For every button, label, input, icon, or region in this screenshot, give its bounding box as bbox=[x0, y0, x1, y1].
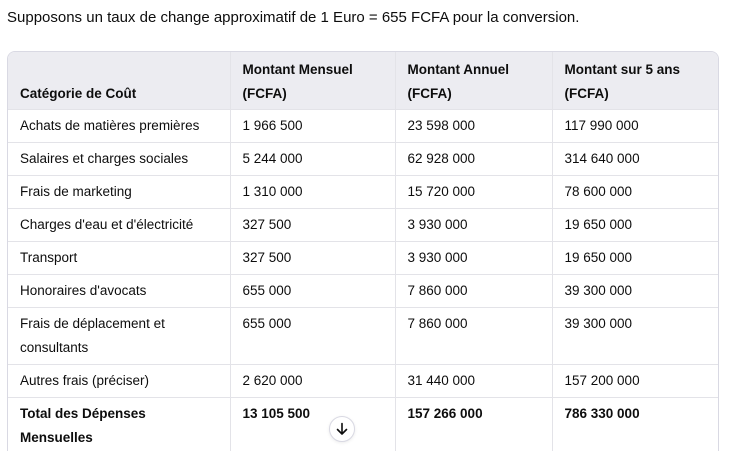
table-body: Achats de matières premières 1 966 500 2… bbox=[8, 109, 718, 451]
cell-five-years: 314 640 000 bbox=[552, 142, 718, 176]
cell-five-years: 19 650 000 bbox=[552, 241, 718, 275]
cell-monthly: 327 500 bbox=[230, 208, 396, 242]
cell-five-years: 157 200 000 bbox=[552, 364, 718, 398]
cell-category: Total des Dépenses Mensuelles bbox=[8, 397, 231, 451]
table-row-total: Total des Dépenses Mensuelles 13 105 500… bbox=[8, 397, 718, 451]
cell-annual: 31 440 000 bbox=[395, 364, 553, 398]
header-row: Catégorie de Coût Montant Mensuel (FCFA)… bbox=[8, 52, 718, 110]
cell-five-years: 117 990 000 bbox=[552, 109, 718, 143]
cell-category: Frais de déplacement et consultants bbox=[8, 307, 231, 365]
cell-monthly: 655 000 bbox=[230, 307, 396, 365]
cost-table: Catégorie de Coût Montant Mensuel (FCFA)… bbox=[8, 52, 718, 451]
cell-monthly: 2 620 000 bbox=[230, 364, 396, 398]
cell-category: Honoraires d'avocats bbox=[8, 274, 231, 308]
header-five-years-unit: (FCFA) bbox=[564, 85, 609, 101]
scroll-down-button[interactable] bbox=[329, 416, 355, 442]
header-annual: Montant Annuel (FCFA) bbox=[395, 52, 553, 110]
cell-monthly: 1 966 500 bbox=[230, 109, 396, 143]
header-category-label: Catégorie de Coût bbox=[20, 85, 137, 101]
header-monthly-label: Montant Mensuel bbox=[242, 61, 353, 77]
intro-text: Supposons un taux de change approximatif… bbox=[7, 9, 580, 26]
cell-monthly: 327 500 bbox=[230, 241, 396, 275]
cell-annual: 7 860 000 bbox=[395, 307, 553, 365]
cell-category: Charges d'eau et d'électricité bbox=[8, 208, 231, 242]
cell-annual: 3 930 000 bbox=[395, 208, 553, 242]
table-row: Honoraires d'avocats 655 000 7 860 000 3… bbox=[8, 274, 718, 308]
table-row: Salaires et charges sociales 5 244 000 6… bbox=[8, 142, 718, 176]
cell-five-years: 78 600 000 bbox=[552, 175, 718, 209]
header-category: Catégorie de Coût bbox=[8, 52, 231, 110]
cell-monthly: 1 310 000 bbox=[230, 175, 396, 209]
table-header: Catégorie de Coût Montant Mensuel (FCFA)… bbox=[8, 52, 718, 110]
table-row: Frais de marketing 1 310 000 15 720 000 … bbox=[8, 175, 718, 209]
cell-annual: 23 598 000 bbox=[395, 109, 553, 143]
header-five-years: Montant sur 5 ans (FCFA) bbox=[552, 52, 718, 110]
cell-monthly: 5 244 000 bbox=[230, 142, 396, 176]
header-annual-unit: (FCFA) bbox=[407, 85, 452, 101]
table-row: Charges d'eau et d'électricité 327 500 3… bbox=[8, 208, 718, 242]
table-row: Achats de matières premières 1 966 500 2… bbox=[8, 109, 718, 143]
cell-five-years: 39 300 000 bbox=[552, 307, 718, 365]
cell-monthly: 655 000 bbox=[230, 274, 396, 308]
cost-table-container: Catégorie de Coût Montant Mensuel (FCFA)… bbox=[7, 51, 719, 451]
cell-annual: 15 720 000 bbox=[395, 175, 553, 209]
table-row: Autres frais (préciser) 2 620 000 31 440… bbox=[8, 364, 718, 398]
cell-annual: 62 928 000 bbox=[395, 142, 553, 176]
header-monthly: Montant Mensuel (FCFA) bbox=[230, 52, 396, 110]
cell-five-years: 39 300 000 bbox=[552, 274, 718, 308]
cell-category: Frais de marketing bbox=[8, 175, 231, 209]
header-annual-label: Montant Annuel bbox=[407, 61, 509, 77]
table-row: Frais de déplacement et consultants 655 … bbox=[8, 307, 718, 365]
table-row: Transport 327 500 3 930 000 19 650 000 bbox=[8, 241, 718, 275]
cell-category: Salaires et charges sociales bbox=[8, 142, 231, 176]
cell-annual: 3 930 000 bbox=[395, 241, 553, 275]
cell-annual: 157 266 000 bbox=[395, 397, 553, 451]
cell-annual: 7 860 000 bbox=[395, 274, 553, 308]
cell-category: Autres frais (préciser) bbox=[8, 364, 231, 398]
header-monthly-unit: (FCFA) bbox=[242, 85, 287, 101]
arrow-down-icon bbox=[336, 422, 348, 435]
cell-category: Achats de matières premières bbox=[8, 109, 231, 143]
cell-category: Transport bbox=[8, 241, 231, 275]
header-five-years-label: Montant sur 5 ans bbox=[564, 61, 681, 77]
cell-five-years: 786 330 000 bbox=[552, 397, 718, 451]
cell-five-years: 19 650 000 bbox=[552, 208, 718, 242]
cell-monthly: 13 105 500 bbox=[230, 397, 396, 451]
